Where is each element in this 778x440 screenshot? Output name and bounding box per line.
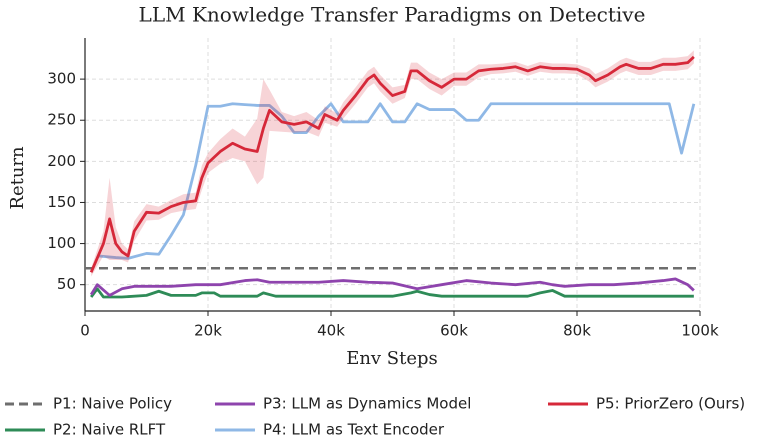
y-tick-label: 250 bbox=[47, 111, 76, 129]
y-tick-label: 200 bbox=[47, 152, 76, 170]
x-tick-label: 60k bbox=[440, 322, 468, 340]
y-tick-label: 100 bbox=[47, 234, 76, 252]
y-axis-label: Return bbox=[7, 146, 28, 210]
series-line bbox=[89, 277, 695, 297]
y-tick-label: 150 bbox=[47, 193, 76, 211]
x-axis-label: Env Steps bbox=[346, 348, 438, 369]
legend-label: P1: Naive Policy bbox=[53, 395, 172, 413]
legend-label: P5: PriorZero (Ours) bbox=[596, 395, 745, 413]
series-line bbox=[90, 287, 694, 299]
error-band bbox=[91, 50, 694, 277]
x-tick-label: 40k bbox=[317, 322, 345, 340]
x-tick-label: 100k bbox=[681, 322, 719, 340]
x-tick-label: 0 bbox=[80, 322, 90, 340]
legend-label: P2: Naive RLFT bbox=[53, 421, 166, 439]
y-tick-label: 50 bbox=[57, 275, 76, 293]
y-tick-label: 300 bbox=[47, 70, 76, 88]
legend-label: P4: LLM as Text Encoder bbox=[263, 421, 445, 439]
series-line bbox=[97, 102, 696, 260]
legend-label: P3: LLM as Dynamics Model bbox=[263, 395, 471, 413]
x-tick-label: 20k bbox=[194, 322, 222, 340]
series-line bbox=[89, 55, 695, 273]
x-tick-label: 80k bbox=[563, 322, 591, 340]
chart-title: LLM Knowledge Transfer Paradigms on Dete… bbox=[139, 3, 646, 27]
